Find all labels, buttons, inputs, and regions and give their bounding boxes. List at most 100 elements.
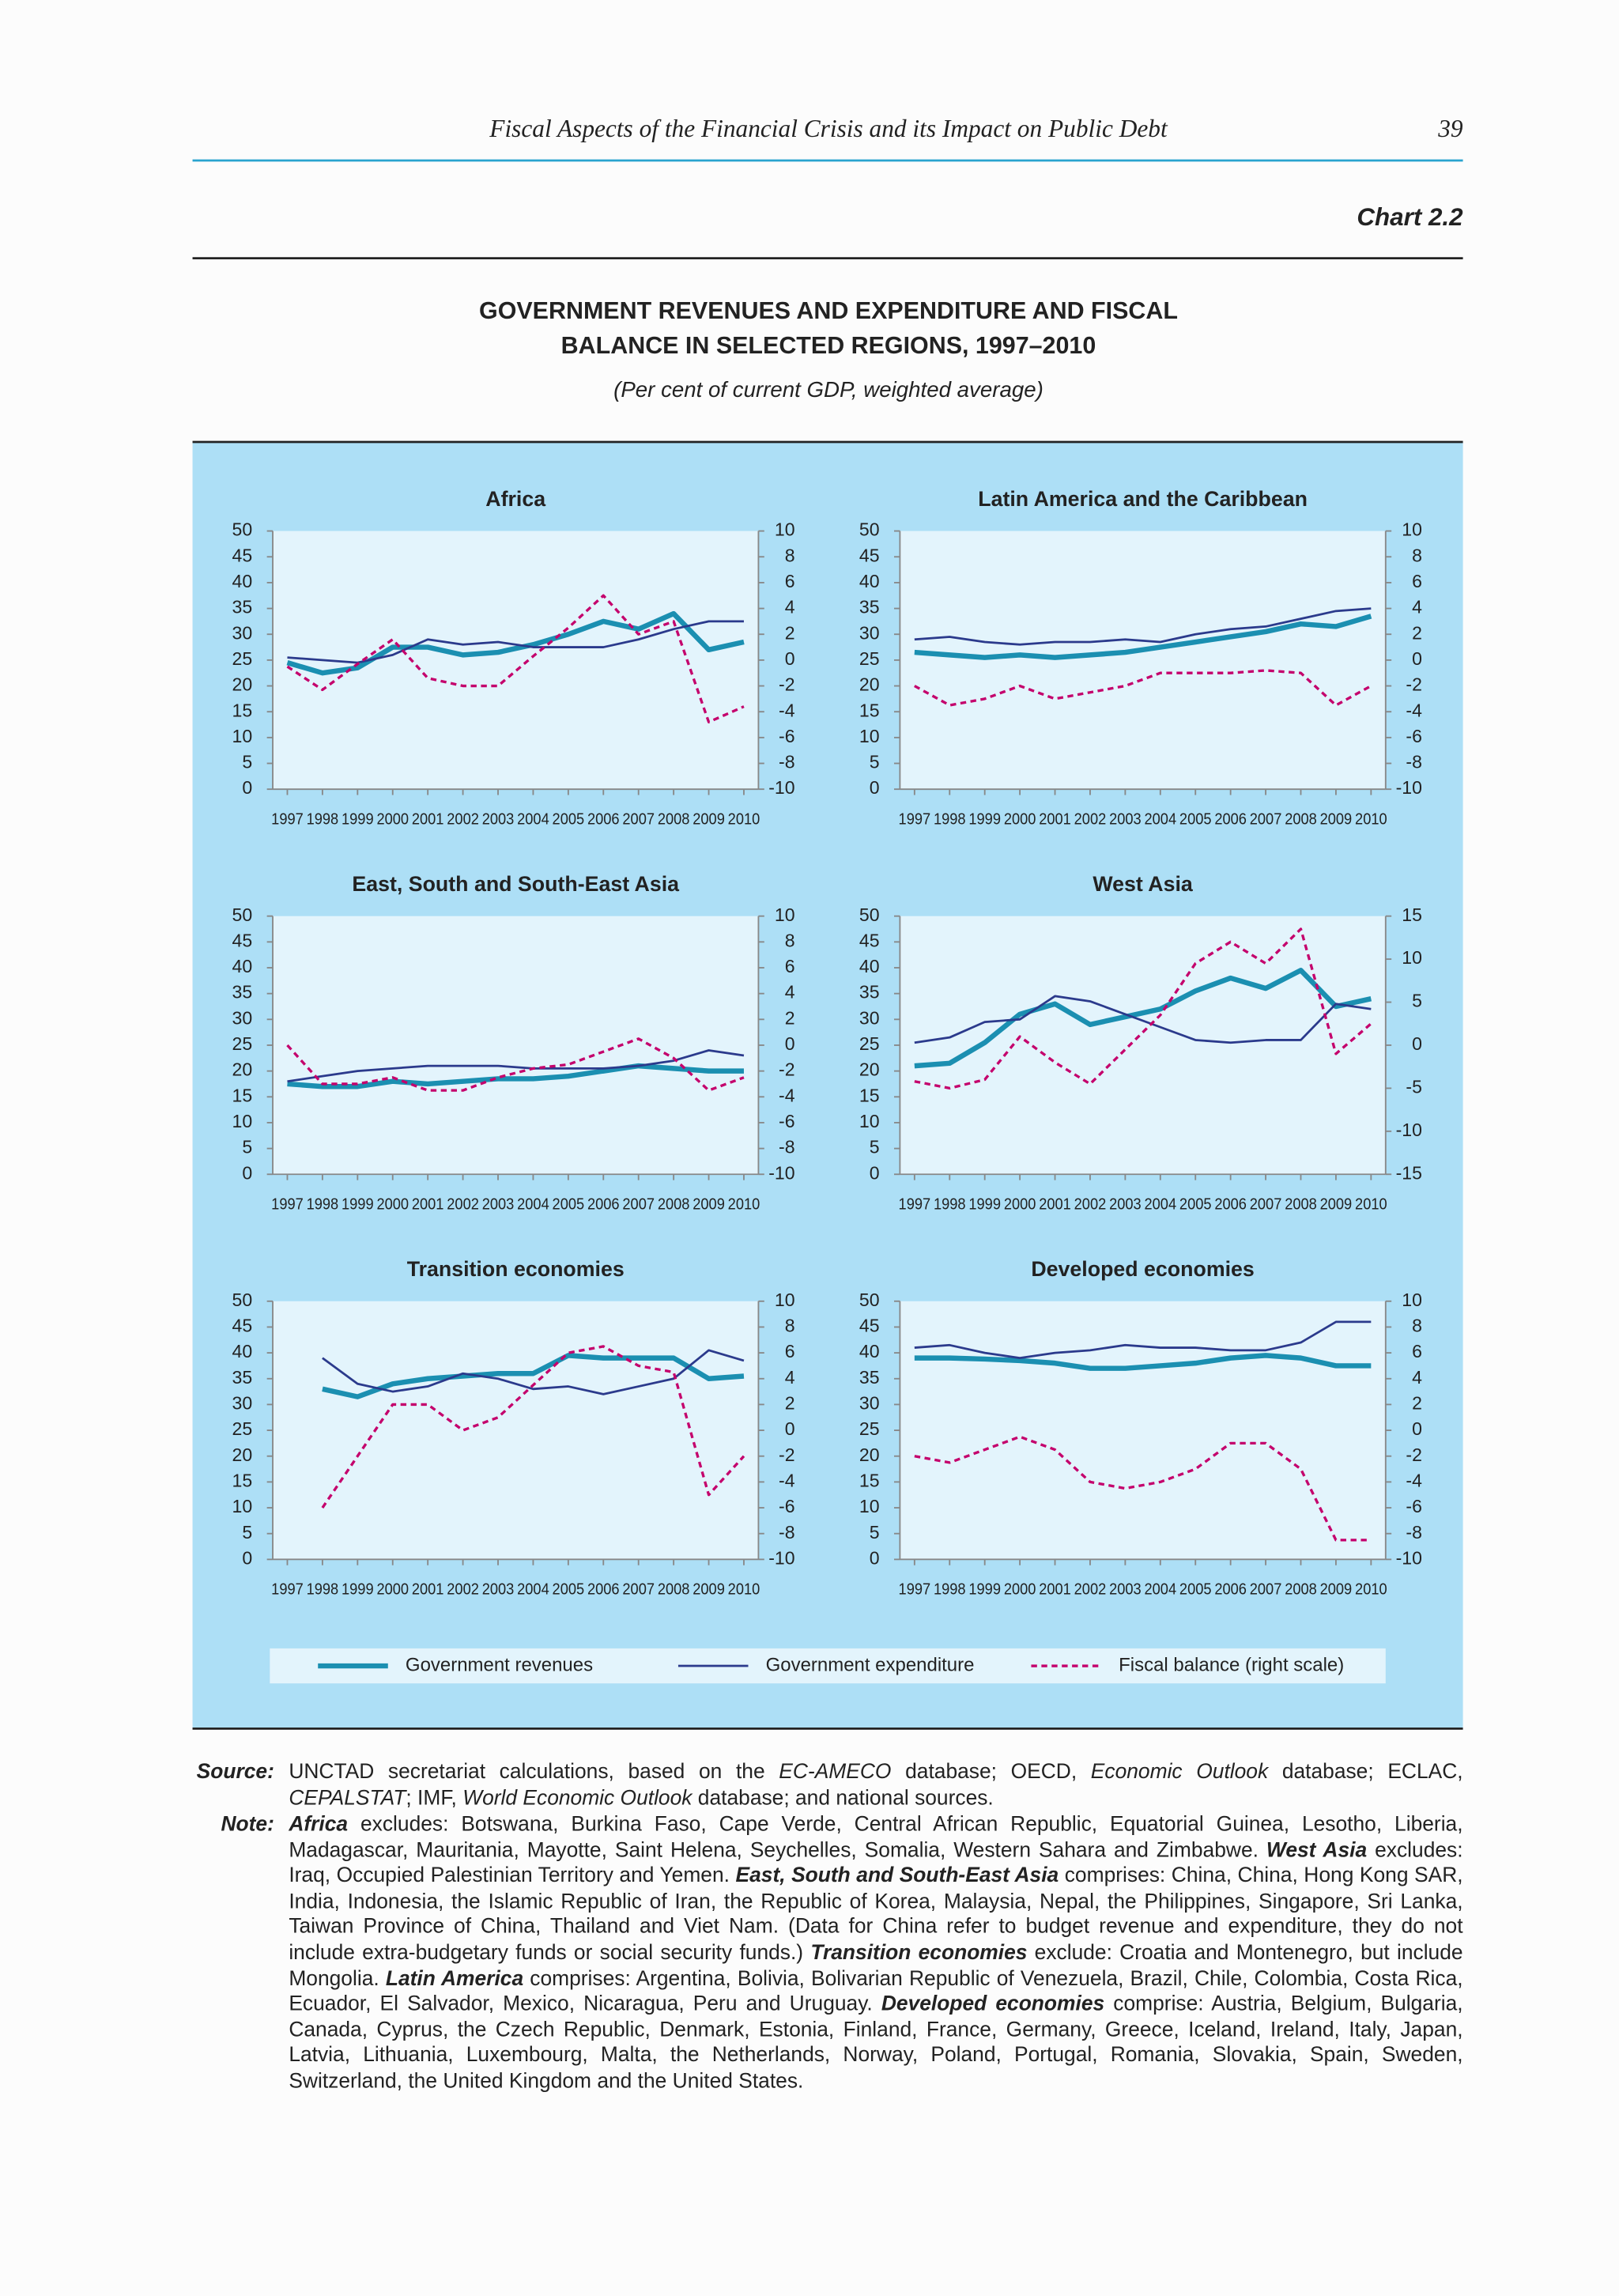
x-tick-label: 2001 — [1039, 1580, 1071, 1598]
y2-tick-label: -2 — [1406, 674, 1422, 695]
x-tick-label: 2009 — [1320, 1580, 1353, 1598]
y-tick-label: 45 — [859, 1316, 880, 1336]
y-tick-label: 15 — [859, 700, 880, 720]
y2-tick-label: -15 — [1396, 1162, 1422, 1183]
plot-area — [273, 1301, 759, 1560]
y-tick-label: 20 — [859, 674, 880, 695]
x-tick-label: 2001 — [412, 810, 444, 828]
text: database; OECD, — [891, 1760, 1091, 1784]
source: Source: UNCTAD secretariat calculations,… — [0, 1761, 1619, 1819]
y2-tick-label: 8 — [1412, 1316, 1422, 1336]
y2-tick-label: 0 — [785, 648, 795, 669]
title-line: GOVERNMENT REVENUES AND EXPENDITURE AND … — [479, 297, 1178, 324]
chart-title: West Asia — [1093, 872, 1193, 896]
x-tick-label: 1998 — [307, 1195, 339, 1213]
series-line — [286, 1037, 745, 1092]
x-tick-label: 2006 — [1214, 1580, 1247, 1598]
y-tick-label: 0 — [870, 1547, 880, 1568]
note-text: Africa excludes: Botswana, Burkina Faso,… — [289, 1813, 1462, 2095]
y2-tick-label: 2 — [785, 1007, 795, 1028]
y2-tick-label: 6 — [1412, 571, 1422, 591]
x-tick-label: 1998 — [934, 810, 966, 828]
x-tick-label: 2008 — [658, 1580, 690, 1598]
y2-tick-label: 4 — [785, 1367, 795, 1388]
plot-area — [900, 916, 1386, 1175]
y2-tick-label: 15 — [1402, 904, 1422, 925]
y-tick-label: 20 — [232, 1059, 253, 1080]
y-tick-label: 25 — [232, 648, 253, 669]
y-tick-label: 5 — [870, 1137, 880, 1157]
legend-label: Government expenditure — [766, 1654, 975, 1675]
y2-tick-label: 2 — [1412, 622, 1422, 643]
y2-tick-label: 10 — [775, 519, 795, 540]
emphasis: Transition economies — [810, 1941, 1028, 1966]
y-tick-label: 35 — [859, 982, 880, 1003]
x-tick-label: 2010 — [1355, 1195, 1387, 1213]
emphasis: Developed economies — [881, 1992, 1105, 2017]
x-tick-label: 2004 — [1145, 1580, 1177, 1598]
chart-title: Developed economies — [1031, 1257, 1254, 1281]
y-tick-label: 10 — [859, 1111, 880, 1131]
x-tick-label: 2005 — [1179, 810, 1212, 828]
y-tick-label: 5 — [870, 752, 880, 772]
y-tick-label: 35 — [859, 597, 880, 617]
emphasis: West Asia — [1266, 1838, 1368, 1863]
x-tick-label: 1999 — [968, 1195, 1001, 1213]
x-tick-label: 1997 — [899, 1195, 931, 1213]
y-tick-label: 35 — [232, 1367, 253, 1388]
x-tick-label: 2000 — [1004, 810, 1036, 828]
x-tick-label: 2003 — [482, 1580, 515, 1598]
x-tick-label: 2002 — [447, 810, 479, 828]
y-tick-label: 50 — [859, 1290, 880, 1310]
y2-tick-label: 2 — [785, 622, 795, 643]
y-tick-label: 0 — [242, 1547, 252, 1568]
y-tick-label: 50 — [232, 904, 253, 925]
y2-tick-label: -8 — [1406, 1522, 1422, 1543]
y2-tick-label: 10 — [775, 1290, 795, 1310]
x-tick-label: 2010 — [728, 810, 760, 828]
y2-tick-label: -6 — [779, 1496, 795, 1516]
y-tick-label: 40 — [859, 571, 880, 591]
x-tick-label: 2001 — [412, 1195, 444, 1213]
x-tick-label: 2010 — [728, 1580, 760, 1598]
emphasis: Africa — [289, 1813, 349, 1837]
source-label: Source: — [196, 1760, 274, 1784]
series-line — [287, 1049, 745, 1083]
y-tick-label: 40 — [232, 571, 253, 591]
series-line — [286, 610, 745, 676]
x-tick-label: 2003 — [1109, 1580, 1142, 1598]
y2-tick-label: -8 — [779, 752, 795, 772]
x-tick-label: 1997 — [271, 1580, 304, 1598]
x-tick-label: 1998 — [934, 1580, 966, 1598]
text: ; IMF, — [406, 1786, 463, 1810]
x-tick-label: 2008 — [1285, 1195, 1317, 1213]
emphasis: Latin America — [385, 1967, 524, 1991]
y2-tick-label: -6 — [1406, 1496, 1422, 1516]
x-tick-label: 2007 — [1250, 1580, 1282, 1598]
x-tick-label: 1999 — [342, 810, 374, 828]
x-tick-label: 2000 — [1004, 1195, 1036, 1213]
y-tick-label: 50 — [232, 1290, 253, 1310]
x-tick-label: 2000 — [376, 1580, 409, 1598]
y2-tick-label: -8 — [1406, 752, 1422, 772]
text: database; and national sources. — [692, 1786, 994, 1810]
x-tick-label: 2010 — [728, 1195, 760, 1213]
y2-tick-label: -4 — [779, 1470, 795, 1490]
x-tick-label: 1999 — [968, 1580, 1001, 1598]
y-tick-label: 35 — [232, 982, 253, 1003]
x-tick-label: 2000 — [376, 810, 409, 828]
y-tick-label: 20 — [232, 674, 253, 695]
series-line — [322, 1353, 745, 1399]
y2-tick-label: -6 — [779, 1111, 795, 1131]
subtitle: (Per cent of current GDP, weighted avera… — [613, 377, 1043, 402]
y-tick-label: 15 — [232, 1085, 253, 1105]
y-tick-label: 0 — [242, 1162, 252, 1183]
y-tick-label: 5 — [242, 752, 252, 772]
x-tick-label: 2005 — [1179, 1580, 1212, 1598]
x-tick-label: 1997 — [899, 810, 931, 828]
x-tick-label: 2009 — [1320, 1195, 1353, 1213]
y-tick-label: 20 — [859, 1444, 880, 1465]
x-tick-label: 2008 — [658, 1195, 690, 1213]
series-line — [914, 607, 1372, 646]
